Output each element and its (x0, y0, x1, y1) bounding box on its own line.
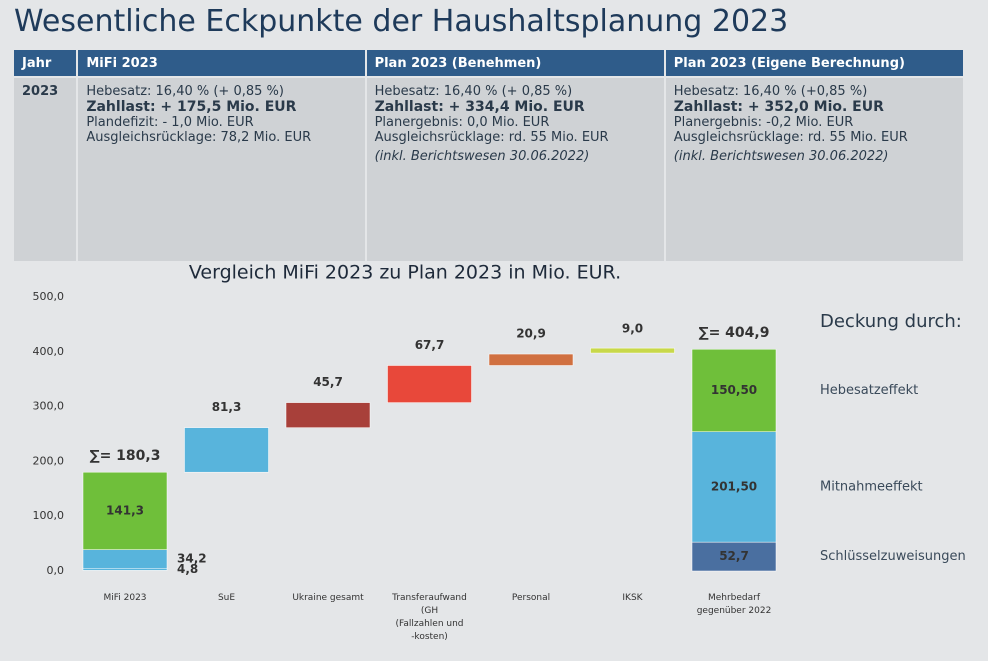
x-tick-label: Transferaufwand (GH (Fallzahlen und -kos… (392, 593, 467, 642)
sum-label: ∑= 404,9 (699, 325, 770, 341)
y-tick-label: 400,0 (33, 345, 65, 358)
cell-line: Zahllast: + 175,5 Mio. EUR (86, 99, 297, 115)
value-label: 67,7 (415, 338, 445, 352)
table-cell: Hebesatz: 16,40 % (+ 0,85 %) Zahllast: + … (76, 76, 367, 263)
bar-segment (387, 365, 472, 403)
legend-title: Deckung durch: (820, 311, 962, 332)
value-label: 4,8 (177, 562, 198, 576)
column-header: MiFi 2023 (76, 48, 367, 78)
cell-line: Ausgleichsrücklage: rd. 55 Mio. EUR (673, 130, 908, 145)
value-label: 81,3 (212, 400, 242, 414)
bar-segment (184, 427, 269, 473)
y-tick-label: 100,0 (33, 509, 65, 522)
sum-label: ∑= 180,3 (90, 448, 161, 464)
value-label: 150,50 (711, 383, 757, 397)
y-tick-label: 500,0 (33, 290, 65, 303)
cell-line: Ausgleichsrücklage: rd. 55 Mio. EUR (374, 130, 609, 145)
value-label: 34,2 (177, 551, 207, 565)
bar-segment (488, 353, 574, 366)
legend-entry: Schlüsselzuweisungen (820, 549, 966, 564)
value-label: 141,3 (106, 503, 144, 517)
value-label: 45,7 (313, 375, 343, 389)
summary-table: Jahr MiFi 2023 Plan 2023 (Benehmen) Plan 20… (11, 48, 966, 263)
bar-segment (691, 431, 777, 543)
value-label: 20,9 (516, 327, 546, 341)
table-row: 2023 Hebesatz: 16,40 % (+ 0,85 %) Zahllast… (11, 76, 966, 263)
cell-line: Plandefizit: - 1,0 Mio. EUR (86, 115, 254, 130)
bar-segment (285, 402, 371, 428)
column-header: Jahr (11, 48, 79, 78)
cell-line: Ausgleichsrücklage: 78,2 Mio. EUR (86, 130, 312, 145)
y-tick-label: 0,0 (47, 564, 65, 577)
column-header: Plan 2023 (Eigene Berechnung) (663, 48, 966, 78)
x-tick-label: SuE (217, 593, 236, 603)
table-cell: Hebesatz: 16,40 % (+ 0,85 %) Zahllast: + … (364, 76, 666, 263)
y-tick-label: 200,0 (33, 454, 65, 467)
cell-line: Zahllast: + 334,4 Mio. EUR (374, 99, 585, 115)
bar-segment (691, 348, 777, 432)
value-label: 9,0 (622, 322, 643, 336)
bar-segment (82, 471, 168, 550)
x-tick-label: Mehrbedarf gegenüber 2022 (696, 593, 772, 616)
bar-segment (82, 549, 168, 569)
cell-line: Hebesatz: 16,40 % (+0,85 %) (673, 84, 868, 99)
x-tick-label: Ukraine gesamt (292, 593, 364, 603)
x-tick-label: MiFi 2023 (103, 593, 147, 603)
x-tick-label: IKSK (622, 593, 643, 603)
chart-title: Vergleich MiFi 2023 zu Plan 2023 in Mio.… (189, 262, 621, 284)
cell-line: (inkl. Berichtswesen 30.06.2022) (673, 149, 889, 164)
column-header: Plan 2023 (Benehmen) (364, 48, 666, 78)
legend-entry: Hebesatzeffekt (820, 383, 918, 398)
table-cell: 2023 (11, 76, 79, 263)
legend-entry: Mitnahmeeffekt (820, 479, 923, 494)
cell-line: Planergebnis: -0,2 Mio. EUR (673, 115, 854, 130)
cell-line: Zahllast: + 352,0 Mio. EUR (673, 99, 884, 115)
cell-line: (inkl. Berichtswesen 30.06.2022) (374, 149, 590, 164)
table-cell: Hebesatz: 16,40 % (+0,85 %) Zahllast: + 3… (663, 76, 966, 263)
x-tick-label: Personal (511, 593, 551, 603)
value-label: 52,7 (719, 549, 749, 563)
slide-title: Wesentliche Eckpunkte der Haushaltsplanu… (14, 4, 789, 39)
value-label: 201,50 (711, 479, 757, 493)
cell-line: Hebesatz: 16,40 % (+ 0,85 %) (86, 84, 284, 99)
y-tick-label: 300,0 (33, 400, 65, 413)
cell-line: Hebesatz: 16,40 % (+ 0,85 %) (374, 84, 573, 99)
bar-segment (691, 541, 777, 572)
bar-segment (590, 347, 675, 354)
cell-line: Planergebnis: 0,0 Mio. EUR (374, 115, 550, 130)
